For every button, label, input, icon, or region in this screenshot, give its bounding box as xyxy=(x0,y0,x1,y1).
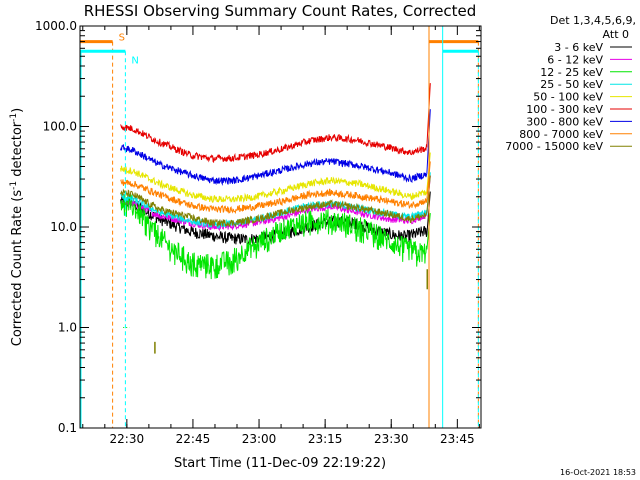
legend-label-8: 7000 - 15000 keV xyxy=(505,140,603,153)
legend-label-3: 25 - 50 keV xyxy=(540,78,603,91)
legend-label-7: 800 - 7000 keV xyxy=(519,128,603,141)
legend-label-5: 100 - 300 keV xyxy=(526,103,603,116)
series-line-7 xyxy=(120,161,431,215)
legend-header-line1: Det 1,3,4,5,6,9, xyxy=(550,14,636,27)
y-label-sup2: -1 xyxy=(9,113,19,122)
series-line-8 xyxy=(120,175,431,228)
y-tick-label: 0.1 xyxy=(58,421,77,435)
x-tick-label: 22:45 xyxy=(176,432,211,446)
series-line-4 xyxy=(120,152,431,203)
flag-label-N: N xyxy=(131,55,138,66)
series-line-6 xyxy=(120,109,431,186)
y-axis-ticks: 0.1 1.0 10.0 100.0 1000.0 xyxy=(35,19,481,435)
y-tick-label: 1000.0 xyxy=(35,19,77,33)
x-axis-label: Start Time (11-Dec-09 22:19:22) xyxy=(174,456,386,471)
legend-label-4: 50 - 100 keV xyxy=(533,91,603,104)
series-layer xyxy=(120,83,431,354)
flag-label-S: S xyxy=(119,33,125,44)
y-label-mid: detector xyxy=(10,121,25,181)
render-timestamp: 16-Oct-2021 18:53 xyxy=(560,468,636,477)
legend-label-6: 300 - 800 keV xyxy=(526,115,603,128)
y-label-end: ) xyxy=(10,108,25,113)
x-tick-label: 23:45 xyxy=(440,432,475,446)
y-tick-label: 10.0 xyxy=(50,220,77,234)
y-label-sup1: -1 xyxy=(9,181,19,190)
flag-layer: SN xyxy=(80,26,479,428)
legend-header-line2: Att 0 xyxy=(603,28,629,41)
legend-label-1: 6 - 12 keV xyxy=(547,53,603,66)
x-tick-label: 23:00 xyxy=(242,432,277,446)
chart-title: RHESSI Observing Summary Count Rates, Co… xyxy=(84,2,477,20)
y-tick-label: 100.0 xyxy=(43,120,77,134)
y-axis-label: Corrected Count Rate (s-1 detector-1) xyxy=(9,108,25,346)
legend-label-2: 12 - 25 keV xyxy=(540,66,603,79)
x-axis-ticks: 22:30 22:45 23:00 23:15 23:30 23:45 xyxy=(82,26,480,446)
y-label-main: Corrected Count Rate (s xyxy=(10,190,25,347)
series-line-5 xyxy=(120,83,431,163)
y-tick-label: 1.0 xyxy=(58,321,77,335)
x-tick-label: 23:15 xyxy=(308,432,343,446)
x-tick-label: 22:30 xyxy=(110,432,145,446)
legend-label-0: 3 - 6 keV xyxy=(554,41,603,54)
series-line-2 xyxy=(120,193,431,280)
x-tick-label: 23:30 xyxy=(374,432,409,446)
